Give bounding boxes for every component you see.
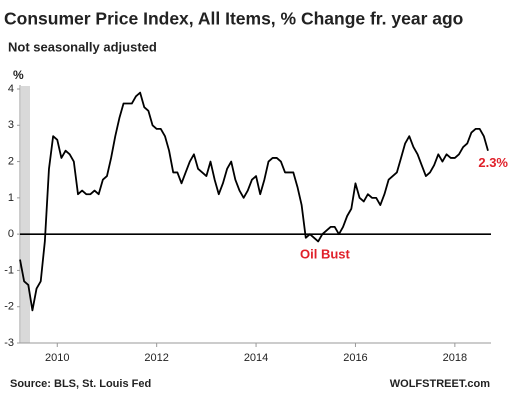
x-tick-label: 2018 xyxy=(443,352,467,364)
y-tick-label: 3 xyxy=(8,119,14,131)
credit: WOLFSTREET.com xyxy=(390,378,490,390)
annotation: Oil Bust xyxy=(300,246,351,261)
y-tick-label: -3 xyxy=(4,337,14,349)
y-tick-label: -2 xyxy=(4,301,14,313)
chart-subtitle: Not seasonally adjusted xyxy=(8,39,157,54)
x-tick-label: 2016 xyxy=(343,352,367,364)
x-tick-label: 2014 xyxy=(244,352,268,364)
value-label: 2.3% xyxy=(478,155,508,170)
y-tick-label: -1 xyxy=(4,264,14,276)
x-tick-label: 2010 xyxy=(45,352,69,364)
y-tick-label: 2 xyxy=(8,155,14,167)
y-unit: % xyxy=(13,68,24,82)
line xyxy=(19,91,489,312)
chart-title: Consumer Price Index, All Items, % Chang… xyxy=(4,9,463,29)
y-tick-label: 1 xyxy=(8,192,14,204)
x-tick-label: 2012 xyxy=(144,352,168,364)
recession-band xyxy=(21,86,30,343)
y-tick-label: 0 xyxy=(8,228,14,240)
source: Source: BLS, St. Louis Fed xyxy=(10,378,151,390)
y-tick-label: 4 xyxy=(8,83,14,95)
